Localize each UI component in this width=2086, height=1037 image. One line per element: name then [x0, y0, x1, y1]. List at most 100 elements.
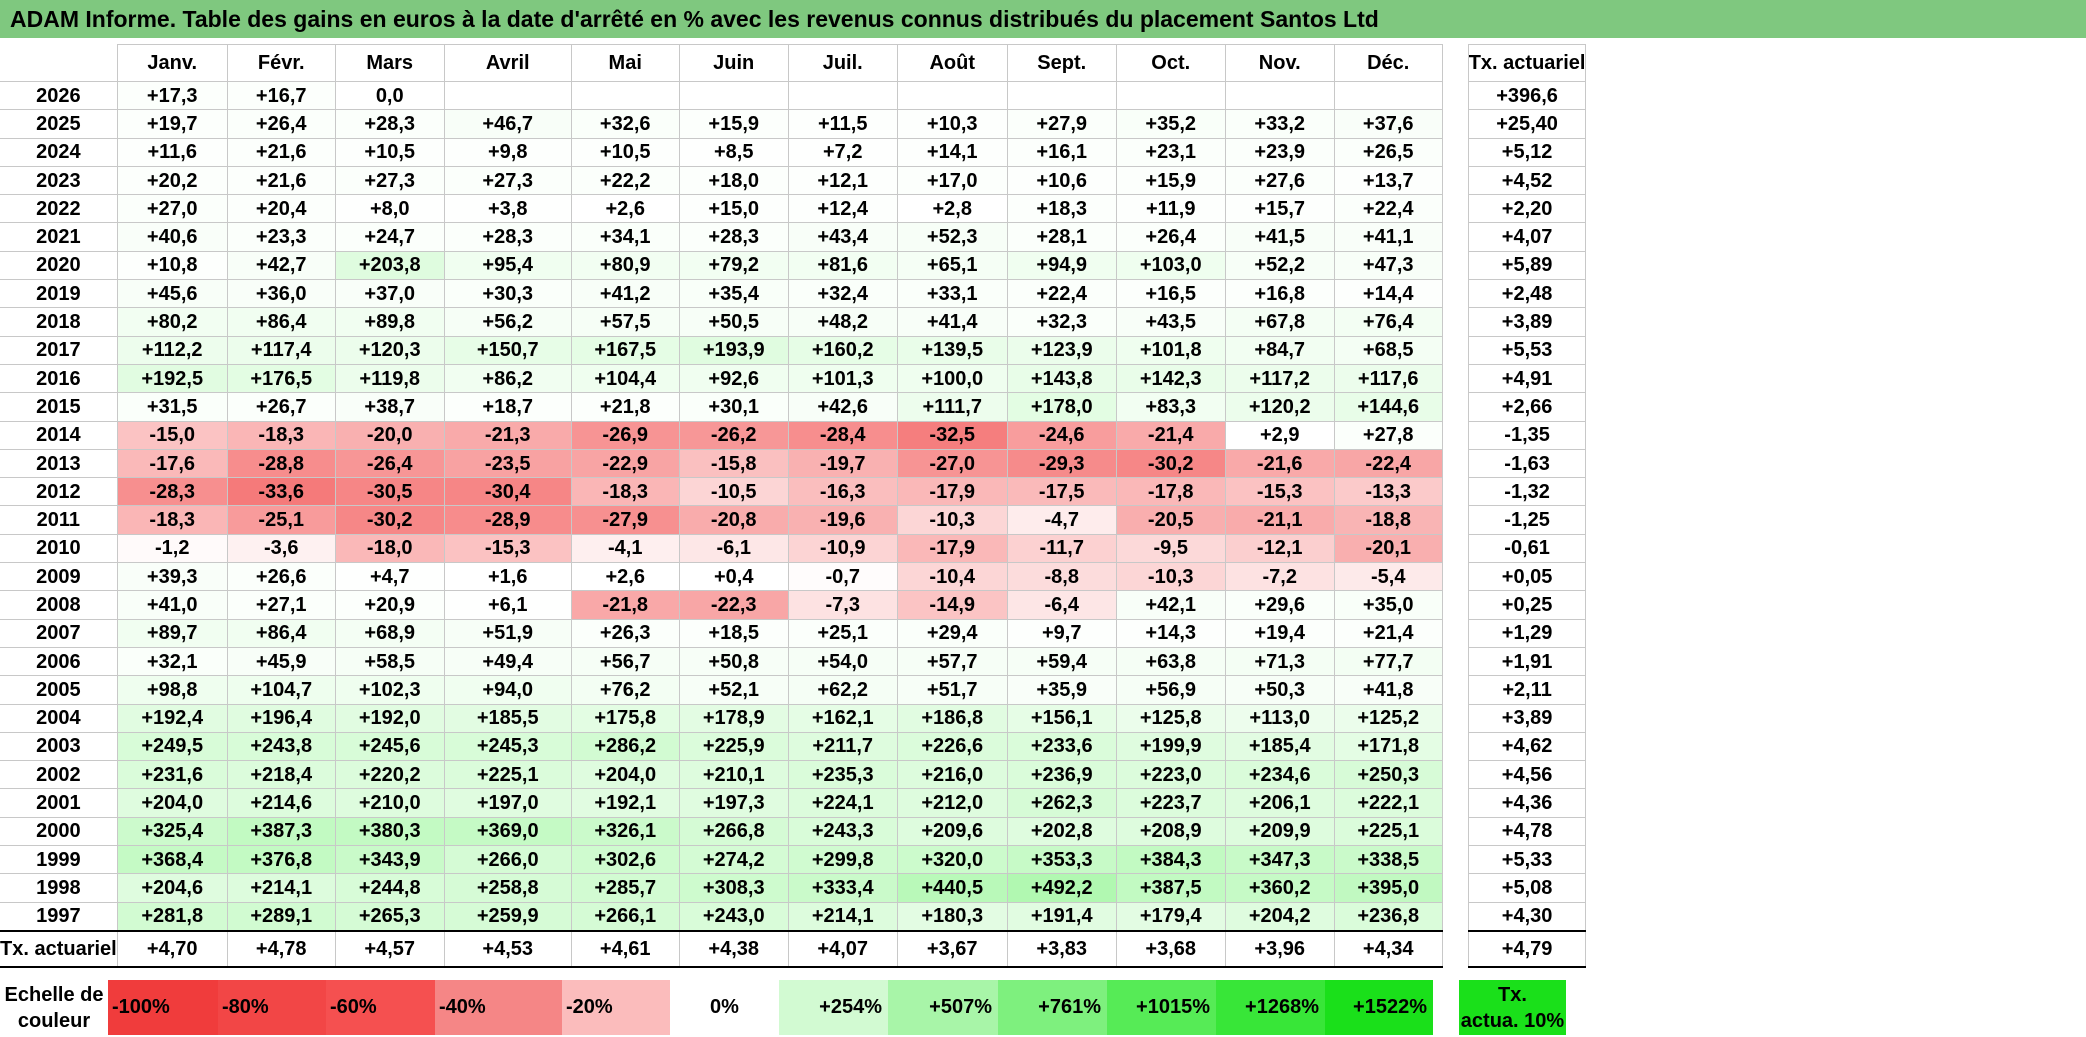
- value-cell: +50,8: [678, 646, 789, 677]
- annual-rate-cell: +4,52: [1467, 165, 1587, 196]
- value-cell: -19,7: [787, 448, 898, 479]
- value-cell: +34,1: [570, 222, 680, 252]
- value-cell: +150,7: [443, 335, 572, 365]
- value-cell: -5,4: [1333, 562, 1443, 592]
- value-cell: +16,8: [1224, 279, 1335, 309]
- year-label: 2005: [0, 675, 118, 705]
- value-cell: +243,3: [787, 816, 898, 847]
- gap-cell: [1442, 873, 1469, 903]
- year-label: 1997: [0, 901, 118, 932]
- value-cell: +50,5: [678, 307, 789, 337]
- year-label: 2014: [0, 420, 118, 450]
- value-cell: +199,9: [1115, 731, 1226, 762]
- value-cell: -17,8: [1115, 477, 1226, 507]
- gap-cell: [1442, 817, 1469, 846]
- value-cell: +9,7: [1006, 618, 1117, 648]
- value-cell: -10,4: [896, 562, 1008, 592]
- value-cell: +3,8: [443, 194, 572, 224]
- value-cell: +102,3: [334, 675, 445, 705]
- value-cell: +42,7: [226, 250, 336, 281]
- annual-rate-cell: +5,12: [1467, 137, 1587, 167]
- value-cell: +380,3: [334, 816, 445, 847]
- gap-cell: [1442, 675, 1469, 705]
- scale-swatch: -100%: [108, 980, 218, 1035]
- value-cell: +27,1: [226, 590, 336, 620]
- value-cell: +338,5: [1333, 845, 1443, 875]
- value-cell: +104,4: [570, 363, 680, 394]
- gap-cell: [1442, 590, 1469, 620]
- value-cell: +179,4: [1115, 901, 1226, 932]
- value-cell: +259,9: [443, 901, 572, 932]
- value-cell: +47,3: [1333, 250, 1443, 281]
- value-cell: +32,3: [1006, 307, 1117, 337]
- gap-cell: [1442, 307, 1469, 337]
- value-cell: +249,5: [116, 731, 228, 762]
- year-label: 2001: [0, 788, 118, 818]
- value-cell: +26,3: [570, 618, 680, 648]
- value-cell: -8,8: [1006, 562, 1117, 592]
- gap-cell: [1442, 44, 1469, 82]
- value-cell: +120,3: [334, 335, 445, 365]
- year-label: 2024: [0, 137, 118, 167]
- actuarial-label: Tx. actuariel: [0, 929, 118, 968]
- value-cell: -13,3: [1333, 477, 1443, 507]
- value-cell: +191,4: [1006, 901, 1117, 932]
- value-cell: +81,6: [787, 250, 898, 281]
- value-cell: +52,1: [678, 675, 789, 705]
- value-cell: -30,5: [334, 477, 445, 507]
- value-cell: +245,6: [334, 731, 445, 762]
- annual-rate-cell: +4,91: [1467, 363, 1587, 394]
- value-cell: +10,5: [570, 137, 680, 167]
- value-cell: +67,8: [1224, 307, 1335, 337]
- value-cell: +7,2: [787, 137, 898, 167]
- gap-cell: [1442, 534, 1469, 563]
- value-cell: +258,8: [443, 873, 572, 903]
- value-cell: -15,8: [678, 448, 789, 479]
- value-cell: -10,3: [896, 505, 1008, 535]
- value-cell: +86,4: [226, 307, 336, 337]
- value-cell: +68,5: [1333, 335, 1443, 365]
- value-cell: +16,1: [1006, 137, 1117, 167]
- value-cell: +30,1: [678, 392, 789, 422]
- value-cell: +84,7: [1224, 335, 1335, 365]
- scale-swatch: +254%: [779, 980, 888, 1035]
- value-cell: +100,0: [896, 363, 1008, 394]
- value-cell: +80,9: [570, 250, 680, 281]
- gap-cell: [1442, 166, 1469, 195]
- value-cell: +14,1: [896, 137, 1008, 167]
- value-cell: [443, 80, 572, 111]
- value-cell: +176,5: [226, 363, 336, 394]
- value-cell: +15,7: [1224, 194, 1335, 224]
- value-cell: [678, 80, 789, 111]
- value-cell: +333,4: [787, 873, 898, 903]
- value-cell: +193,9: [678, 335, 789, 365]
- actuarial-cell: +4,07: [787, 929, 898, 968]
- value-cell: +10,8: [116, 250, 228, 281]
- year-label: 2007: [0, 618, 118, 648]
- value-cell: +203,8: [334, 250, 445, 281]
- value-cell: -20,0: [334, 420, 445, 450]
- actuarial-cell: +4,57: [334, 929, 445, 968]
- value-cell: +15,0: [678, 194, 789, 224]
- scale-actuarial-line2: actua. 10%: [1460, 1009, 1565, 1032]
- gap-cell: [1442, 704, 1469, 733]
- value-cell: +10,3: [896, 109, 1008, 139]
- annual-rate-cell: +3,89: [1467, 307, 1587, 337]
- value-cell: +178,9: [678, 703, 789, 733]
- value-cell: +266,1: [570, 901, 680, 932]
- value-cell: +43,5: [1115, 307, 1226, 337]
- month-header: Mai: [570, 44, 680, 82]
- annual-rate-cell: +2,11: [1467, 675, 1587, 705]
- scale-actuarial: Tx. actua. 10%: [1459, 980, 1566, 1035]
- value-cell: -17,6: [116, 448, 228, 479]
- value-cell: -24,6: [1006, 420, 1117, 450]
- actuarial-cell: +3,96: [1224, 929, 1335, 968]
- gap-cell: [1442, 449, 1469, 478]
- scale-swatch: -20%: [562, 980, 670, 1035]
- value-cell: +45,9: [226, 646, 336, 677]
- month-header: Août: [896, 44, 1008, 82]
- value-cell: -23,5: [443, 448, 572, 479]
- value-cell: +89,7: [116, 618, 228, 648]
- annual-rate-cell: +4,78: [1467, 816, 1587, 847]
- month-header: Sept.: [1006, 44, 1117, 82]
